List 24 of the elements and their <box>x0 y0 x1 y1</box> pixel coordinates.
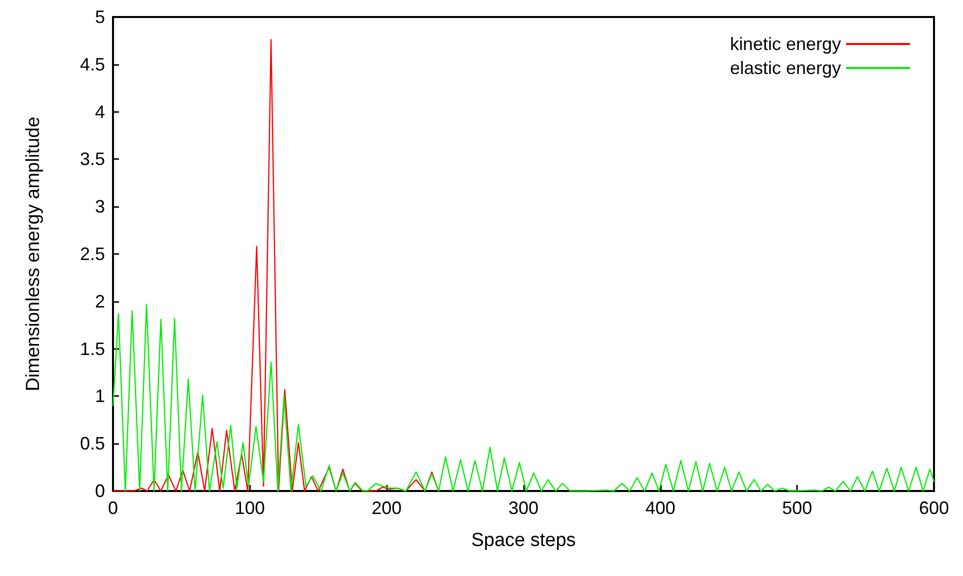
legend-label: elastic energy <box>730 58 841 78</box>
line-series <box>112 39 440 492</box>
x-tick-label: 400 <box>645 498 676 518</box>
y-tick-label: 2 <box>94 291 105 312</box>
y-tick-label: 4 <box>94 102 105 122</box>
y-tick-label: 0.5 <box>80 434 105 454</box>
x-tick-label: 500 <box>782 498 812 518</box>
x-tick-label: 200 <box>372 498 402 518</box>
y-tick-label: 5 <box>94 7 105 27</box>
y-tick-label: 3.5 <box>80 149 105 170</box>
y-tick-label: 3 <box>94 196 105 217</box>
x-tick-label: 300 <box>508 498 539 518</box>
y-tick-label: 0 <box>94 481 105 501</box>
legend-label: kinetic energy <box>730 34 841 54</box>
y-tick-label: 1.5 <box>80 338 105 359</box>
y-tick-label: 4.5 <box>80 54 105 74</box>
x-tick-label: 100 <box>234 498 265 518</box>
y-tick-label: 2.5 <box>80 244 105 264</box>
line-series <box>112 304 935 492</box>
y-tick-label: 1 <box>94 386 105 406</box>
x-axis-title: Space steps <box>471 530 576 551</box>
x-tick-label: 0 <box>108 498 118 518</box>
y-axis-title: Dimensionless energy amplitude <box>23 116 44 392</box>
x-tick-label: 600 <box>918 498 950 518</box>
